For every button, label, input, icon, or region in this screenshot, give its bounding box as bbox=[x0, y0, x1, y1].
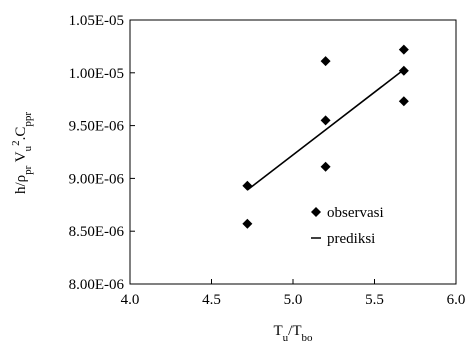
observasi-point bbox=[320, 115, 331, 126]
x-tick-label: 5.5 bbox=[365, 292, 384, 308]
y-tick-label: 9.00E-06 bbox=[69, 171, 125, 187]
x-tick-label: 4.5 bbox=[202, 292, 221, 308]
observasi-point bbox=[398, 96, 409, 107]
legend: observasi prediksi bbox=[311, 205, 384, 247]
prediksi-line-group bbox=[246, 68, 405, 191]
observasi-point bbox=[398, 44, 409, 55]
legend-marker-observasi bbox=[311, 207, 321, 217]
legend-label-prediksi: prediksi bbox=[327, 231, 375, 247]
observasi-points-group bbox=[242, 44, 409, 229]
observasi-point bbox=[398, 65, 409, 76]
plot-frame bbox=[129, 19, 457, 285]
y-axis-title: h/ρpr Vu2.Cppr bbox=[10, 112, 34, 194]
x-tick-label: 5.0 bbox=[284, 292, 303, 308]
observasi-point bbox=[242, 218, 253, 229]
prediksi-line bbox=[246, 68, 405, 191]
y-tick-label: 9.50E-06 bbox=[69, 119, 125, 135]
observasi-point bbox=[320, 56, 331, 67]
y-tick-label: 8.00E-06 bbox=[69, 277, 125, 293]
x-axis-title: Tu/Tbo bbox=[273, 323, 313, 344]
y-tick-label: 8.50E-06 bbox=[69, 224, 125, 240]
y-tick-label: 1.05E-05 bbox=[69, 13, 124, 29]
y-axis-ticks: 8.00E-06 8.50E-06 9.00E-06 9.50E-06 1.00E-05… bbox=[69, 13, 135, 293]
x-axis-ticks: 4.0 4.5 5.0 5.5 6.0 bbox=[121, 279, 466, 308]
observasi-point bbox=[320, 161, 331, 172]
legend-label-observasi: observasi bbox=[327, 205, 384, 221]
y-tick-label: 1.00E-05 bbox=[69, 66, 124, 82]
x-tick-label: 4.0 bbox=[121, 292, 140, 308]
observasi-point bbox=[242, 180, 253, 191]
x-tick-label: 6.0 bbox=[447, 292, 466, 308]
